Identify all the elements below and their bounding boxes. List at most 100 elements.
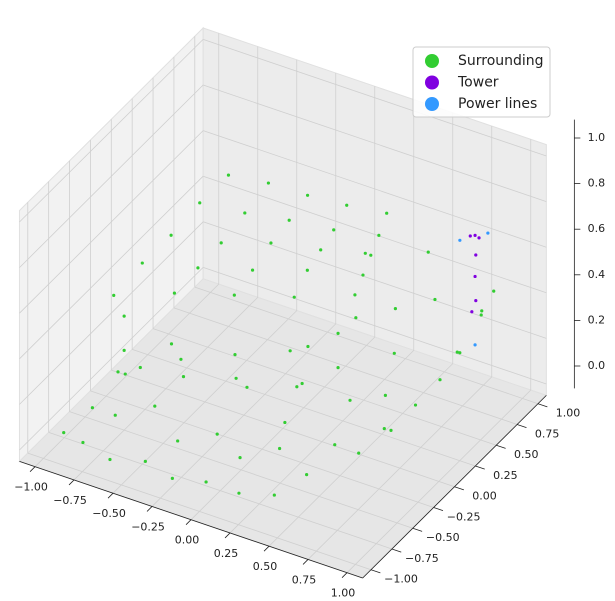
z-tick-label: 0.6 <box>588 222 606 235</box>
point <box>138 365 142 370</box>
point <box>458 238 462 242</box>
point <box>153 404 157 408</box>
point <box>486 231 490 235</box>
x-tick-label: −0.50 <box>92 507 126 520</box>
point <box>385 211 389 215</box>
point <box>363 251 367 255</box>
grid-line <box>203 221 547 339</box>
point <box>393 307 397 311</box>
y-tick <box>537 403 548 408</box>
point <box>458 351 462 355</box>
point <box>169 233 173 237</box>
x-tick <box>107 492 114 499</box>
point <box>172 291 177 295</box>
grid-line <box>69 411 413 529</box>
point <box>295 385 299 389</box>
point <box>122 348 126 352</box>
point <box>232 293 236 297</box>
point <box>354 316 358 320</box>
point <box>305 473 309 477</box>
y-tick <box>433 507 444 512</box>
point <box>473 233 477 237</box>
point <box>392 351 396 355</box>
point <box>383 393 387 397</box>
y-tick-label: 1.00 <box>556 407 581 420</box>
points <box>62 173 496 497</box>
point <box>62 431 66 435</box>
point <box>140 261 144 265</box>
point <box>480 309 484 313</box>
point <box>336 366 340 370</box>
point <box>305 268 309 272</box>
axes: −1.00−0.75−0.50−0.250.000.250.500.751.00… <box>14 119 606 600</box>
x-tick-label: 0.50 <box>253 560 278 573</box>
x-tick-label: 0.25 <box>214 547 239 560</box>
point <box>470 310 474 314</box>
point <box>477 236 481 240</box>
point <box>332 228 336 232</box>
legend: Surrounding Tower Power lines <box>412 46 551 118</box>
x-tick <box>302 559 309 565</box>
x-tick <box>341 572 348 578</box>
y-tick <box>516 424 527 429</box>
point <box>473 343 477 347</box>
grid-line <box>90 390 434 508</box>
y-tick <box>412 527 423 532</box>
grid-line <box>19 84 204 268</box>
point <box>353 293 357 297</box>
point <box>122 314 126 318</box>
y-tick <box>475 465 485 470</box>
point <box>348 398 352 402</box>
z-tick-label: 0.8 <box>588 177 606 190</box>
legend-marker <box>425 54 439 68</box>
point <box>369 253 373 257</box>
point <box>266 181 271 185</box>
point <box>108 457 112 462</box>
point <box>455 350 459 354</box>
y-tick-label: 0.50 <box>514 448 539 461</box>
grid-line <box>19 267 204 451</box>
grid-line <box>194 286 539 405</box>
x-tick <box>68 479 75 486</box>
point <box>382 427 386 431</box>
point <box>204 480 208 484</box>
y-tick-label: 0.00 <box>472 490 497 503</box>
point <box>272 493 276 497</box>
point <box>269 241 273 245</box>
point <box>361 273 365 277</box>
point <box>234 376 238 380</box>
y-tick-label: −1.00 <box>384 573 418 586</box>
y-tick-label: −0.25 <box>447 510 481 523</box>
point <box>169 342 174 346</box>
point <box>287 218 291 222</box>
x-tick <box>185 519 192 525</box>
legend-label: Tower <box>457 75 499 91</box>
grid-line <box>111 369 455 488</box>
point <box>474 253 478 257</box>
point <box>278 446 282 451</box>
z-tick-label: 0.2 <box>588 313 606 326</box>
x-tick <box>146 506 153 512</box>
point <box>123 372 127 376</box>
legend-label: Power lines <box>458 96 537 112</box>
point <box>426 250 430 254</box>
grid-line <box>152 328 497 446</box>
point <box>196 266 200 270</box>
point <box>170 476 174 481</box>
grid-line <box>132 348 476 467</box>
legend-label: Surrounding <box>458 53 544 69</box>
point <box>179 357 183 361</box>
point <box>345 203 349 207</box>
y-tick <box>391 548 402 553</box>
x-tick <box>263 545 270 552</box>
grid-line <box>203 175 547 294</box>
x-tick-label: −0.75 <box>53 494 87 507</box>
y-tick <box>454 486 464 491</box>
grid-line <box>203 267 547 385</box>
z-tick-label: 1.0 <box>588 131 606 144</box>
point <box>226 173 231 177</box>
y-tick <box>370 569 381 574</box>
y-axis <box>362 395 547 579</box>
z-tick-label: 0.4 <box>588 268 606 281</box>
x-tick-label: −1.00 <box>14 481 48 494</box>
